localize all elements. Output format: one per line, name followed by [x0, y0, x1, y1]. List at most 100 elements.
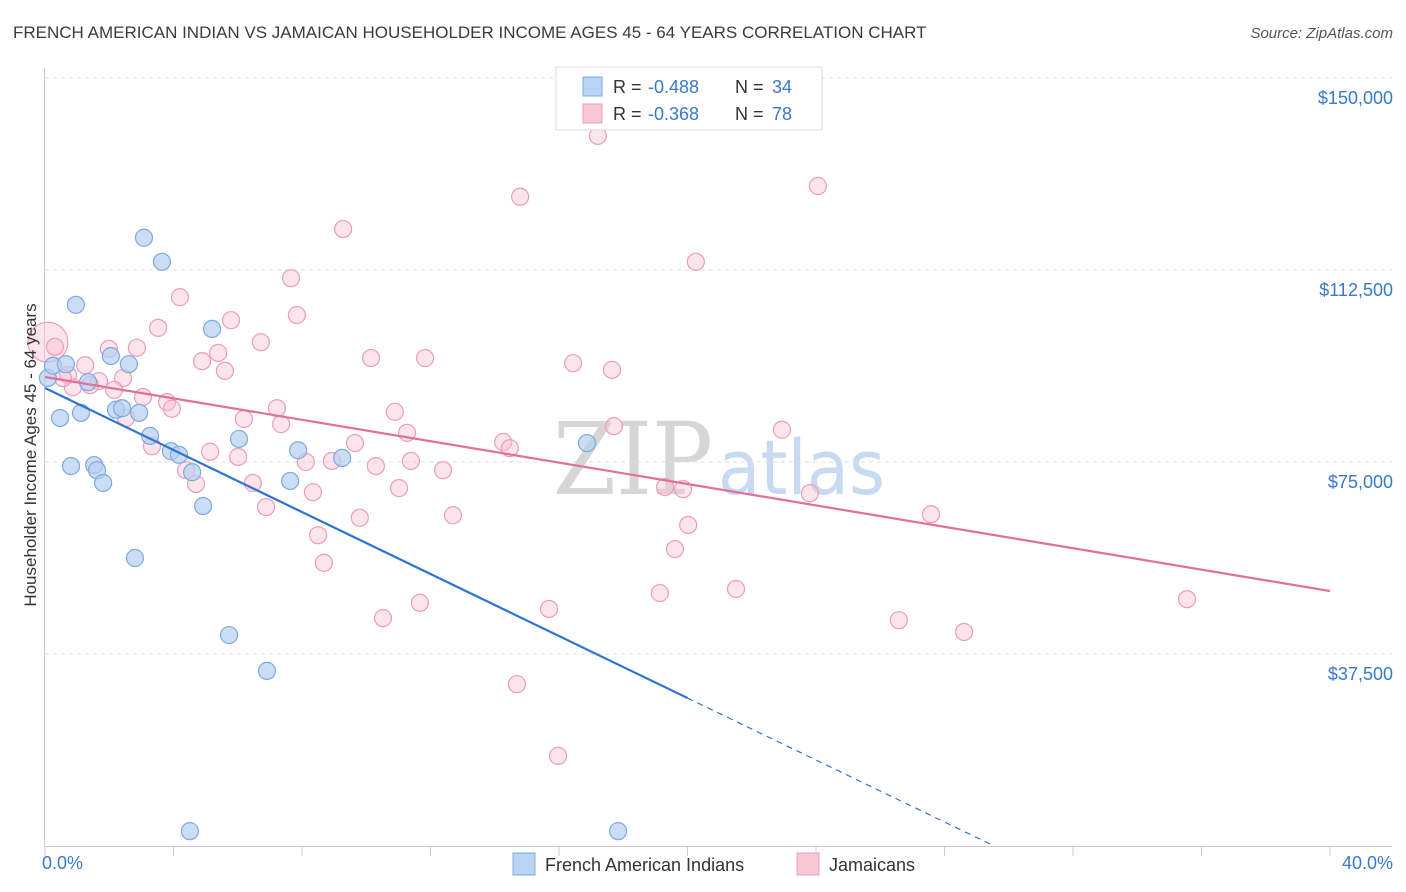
french-american-indian-point: [50, 408, 70, 428]
jamaican-point: [808, 176, 828, 196]
points-layer: [27, 126, 1197, 841]
french-american-indian-point: [130, 403, 149, 422]
jamaican-point: [889, 611, 908, 630]
trend-line-extension-french-american-indians: [687, 697, 995, 847]
jamaican-point: [192, 352, 212, 371]
jamaican-point: [1177, 590, 1197, 609]
jamaican-point: [162, 399, 181, 418]
legend-label-jamaicans: Jamaicans: [829, 855, 915, 875]
jamaican-point: [127, 338, 146, 357]
jamaican-point: [410, 593, 429, 612]
french-american-indian-point: [56, 355, 75, 374]
r-label: R =: [613, 77, 642, 97]
jamaican-point: [385, 402, 404, 421]
jamaican-point: [361, 348, 381, 368]
jamaican-point: [686, 252, 705, 271]
french-american-indian-point: [183, 463, 202, 482]
jamaican-point: [564, 354, 583, 373]
watermark: ZIP atlas: [553, 401, 885, 518]
y-tick-label: $75,000: [1328, 472, 1393, 492]
jamaican-point: [133, 387, 153, 407]
n-label: N =: [735, 104, 764, 124]
french-american-indian-point: [125, 548, 145, 568]
jamaican-point: [281, 269, 301, 288]
jamaican-point: [334, 219, 353, 239]
jamaican-point: [500, 439, 519, 458]
jamaican-point: [201, 442, 220, 461]
jamaican-point: [772, 420, 792, 439]
french-american-indian-point: [94, 473, 113, 493]
series-french-american-indians: [38, 228, 628, 841]
jamaican-point: [373, 609, 393, 628]
y-axis-label: Householder Income Ages 45 - 64 years: [21, 303, 40, 606]
jamaican-point: [228, 447, 248, 466]
french-american-indian-point: [281, 471, 300, 491]
trend-line-jamaicans: [44, 375, 1331, 593]
jamaican-point: [209, 343, 228, 363]
r-value: -0.368: [648, 104, 699, 124]
jamaican-point: [251, 333, 270, 352]
source-label: Source: ZipAtlas.com: [1250, 25, 1393, 42]
french-american-indian-point: [180, 822, 199, 841]
jamaican-point: [665, 539, 685, 559]
r-value: -0.488: [648, 77, 699, 97]
jamaican-point: [303, 483, 323, 502]
jamaican-point: [415, 348, 435, 368]
watermark-zip: ZIP: [553, 401, 713, 518]
stats-legend: R = -0.488 N = 34 R = -0.368 N = 78: [555, 66, 823, 131]
jamaican-point: [507, 675, 527, 694]
x-tick-label: 0.0%: [42, 853, 83, 873]
jamaican-point: [800, 484, 819, 503]
jamaican-point: [726, 579, 746, 599]
french-american-indian-point: [71, 403, 91, 422]
jamaican-point: [308, 526, 328, 545]
trend-layer: [44, 375, 1331, 847]
french-american-indian-point: [229, 429, 249, 449]
r-label: R =: [613, 104, 642, 124]
jamaican-point: [221, 311, 241, 330]
jamaican-point: [76, 356, 95, 375]
french-american-indian-point: [152, 252, 172, 271]
n-value: 34: [772, 77, 792, 97]
legend-swatch-french-american-indians: [512, 852, 536, 876]
grid-layer: $150,000 $112,500 $75,000 $37,500: [45, 77, 1393, 684]
jamaican-point: [350, 508, 369, 527]
y-tick-label: $150,000: [1318, 88, 1393, 108]
french-american-indian-point: [289, 441, 308, 460]
jamaican-point: [655, 477, 675, 497]
watermark-atlas: atlas: [718, 423, 885, 512]
french-american-indian-point: [112, 399, 132, 418]
trend-line-french-american-indians: [44, 387, 688, 700]
jamaican-point: [494, 432, 513, 452]
french-american-indian-point: [66, 295, 85, 314]
french-american-indian-point: [577, 433, 597, 453]
jamaican-point: [650, 583, 669, 603]
jamaican-point: [433, 461, 453, 480]
jamaican-point: [366, 456, 385, 476]
french-american-indian-point: [134, 228, 154, 247]
n-label: N =: [735, 77, 764, 97]
y-tick-label: $112,500: [1319, 280, 1393, 300]
x-tick-label: 40.0%: [1342, 853, 1393, 873]
french-american-indian-point: [119, 355, 138, 374]
french-american-indian-point: [101, 346, 120, 366]
french-american-indian-point: [333, 448, 352, 468]
jamaican-point: [45, 337, 65, 356]
french-american-indian-point: [202, 319, 222, 338]
blue-swatch: [582, 76, 603, 97]
series-legend: French American Indians Jamaicans: [512, 852, 915, 876]
jamaican-point: [256, 497, 276, 517]
jamaican-point: [389, 479, 409, 498]
jamaican-point: [539, 599, 559, 619]
n-value: 78: [772, 104, 792, 124]
french-american-indian-point: [609, 822, 628, 841]
french-american-indian-point: [61, 456, 81, 476]
jamaican-point: [401, 451, 421, 471]
jamaican-point: [921, 505, 941, 524]
legend-swatch-jamaicans: [796, 852, 820, 876]
jamaican-point: [443, 506, 463, 525]
jamaican-point: [345, 433, 365, 453]
jamaican-point: [604, 417, 624, 436]
french-american-indian-point: [257, 661, 277, 680]
